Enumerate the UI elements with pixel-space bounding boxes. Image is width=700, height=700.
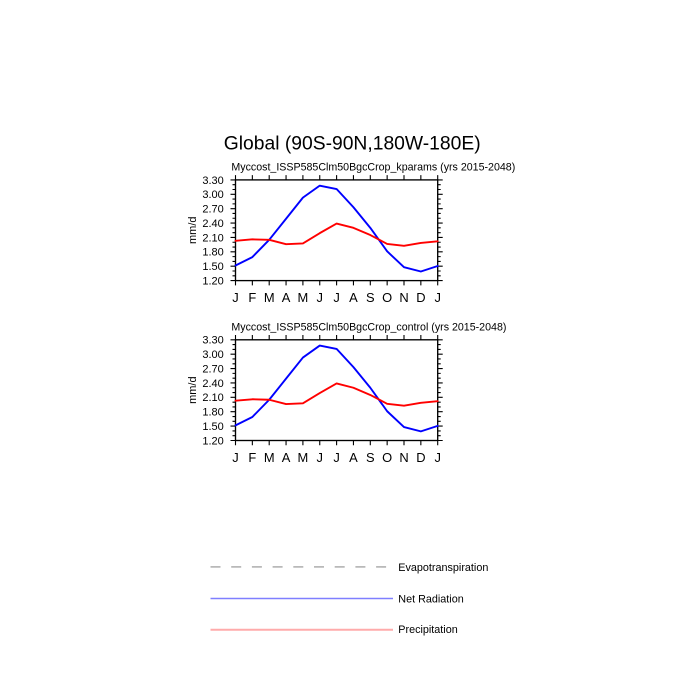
svg-text:J: J bbox=[232, 290, 238, 305]
svg-text:2.10: 2.10 bbox=[202, 392, 223, 404]
svg-text:1.50: 1.50 bbox=[202, 261, 223, 273]
svg-text:2.40: 2.40 bbox=[202, 378, 223, 390]
svg-text:S: S bbox=[366, 290, 375, 305]
svg-text:N: N bbox=[399, 290, 408, 305]
svg-text:2.10: 2.10 bbox=[202, 232, 223, 244]
svg-text:O: O bbox=[382, 290, 392, 305]
svg-text:A: A bbox=[282, 450, 291, 465]
svg-text:mm/d: mm/d bbox=[187, 376, 199, 404]
svg-text:S: S bbox=[366, 450, 375, 465]
svg-text:1.80: 1.80 bbox=[202, 247, 223, 259]
svg-text:Myccost_ISSP585Clm50BgcCrop_kp: Myccost_ISSP585Clm50BgcCrop_kparams (yrs… bbox=[231, 162, 515, 174]
svg-text:3.00: 3.00 bbox=[202, 349, 223, 361]
svg-text:3.00: 3.00 bbox=[202, 189, 223, 201]
svg-text:2.70: 2.70 bbox=[202, 204, 223, 216]
svg-text:A: A bbox=[349, 450, 358, 465]
svg-text:Precipitation: Precipitation bbox=[398, 624, 457, 636]
svg-text:A: A bbox=[282, 290, 291, 305]
svg-text:mm/d: mm/d bbox=[187, 217, 199, 245]
svg-text:D: D bbox=[416, 450, 425, 465]
svg-text:1.20: 1.20 bbox=[202, 276, 223, 288]
svg-text:J: J bbox=[232, 450, 238, 465]
svg-text:J: J bbox=[317, 450, 323, 465]
svg-text:3.30: 3.30 bbox=[202, 175, 223, 187]
svg-text:M: M bbox=[264, 290, 275, 305]
svg-text:M: M bbox=[298, 290, 309, 305]
svg-text:J: J bbox=[333, 450, 339, 465]
svg-text:O: O bbox=[382, 450, 392, 465]
svg-text:1.50: 1.50 bbox=[202, 421, 223, 433]
svg-text:J: J bbox=[317, 290, 323, 305]
svg-text:1.20: 1.20 bbox=[202, 435, 223, 447]
svg-text:2.70: 2.70 bbox=[202, 363, 223, 375]
svg-text:M: M bbox=[298, 450, 309, 465]
svg-text:A: A bbox=[349, 290, 358, 305]
svg-text:Evapotranspiration: Evapotranspiration bbox=[398, 562, 488, 574]
svg-text:J: J bbox=[333, 290, 339, 305]
svg-text:Net Radiation: Net Radiation bbox=[398, 593, 463, 605]
svg-text:N: N bbox=[399, 450, 408, 465]
svg-text:M: M bbox=[264, 450, 275, 465]
svg-text:Myccost_ISSP585Clm50BgcCrop_co: Myccost_ISSP585Clm50BgcCrop_control (yrs… bbox=[231, 322, 506, 334]
svg-text:J: J bbox=[434, 290, 440, 305]
svg-text:1.80: 1.80 bbox=[202, 407, 223, 419]
svg-text:J: J bbox=[434, 450, 440, 465]
svg-text:3.30: 3.30 bbox=[202, 335, 223, 347]
svg-text:F: F bbox=[248, 450, 256, 465]
svg-text:F: F bbox=[248, 290, 256, 305]
svg-text:D: D bbox=[416, 290, 425, 305]
svg-text:2.40: 2.40 bbox=[202, 218, 223, 230]
svg-text:Global (90S-90N,180W-180E): Global (90S-90N,180W-180E) bbox=[224, 133, 481, 154]
